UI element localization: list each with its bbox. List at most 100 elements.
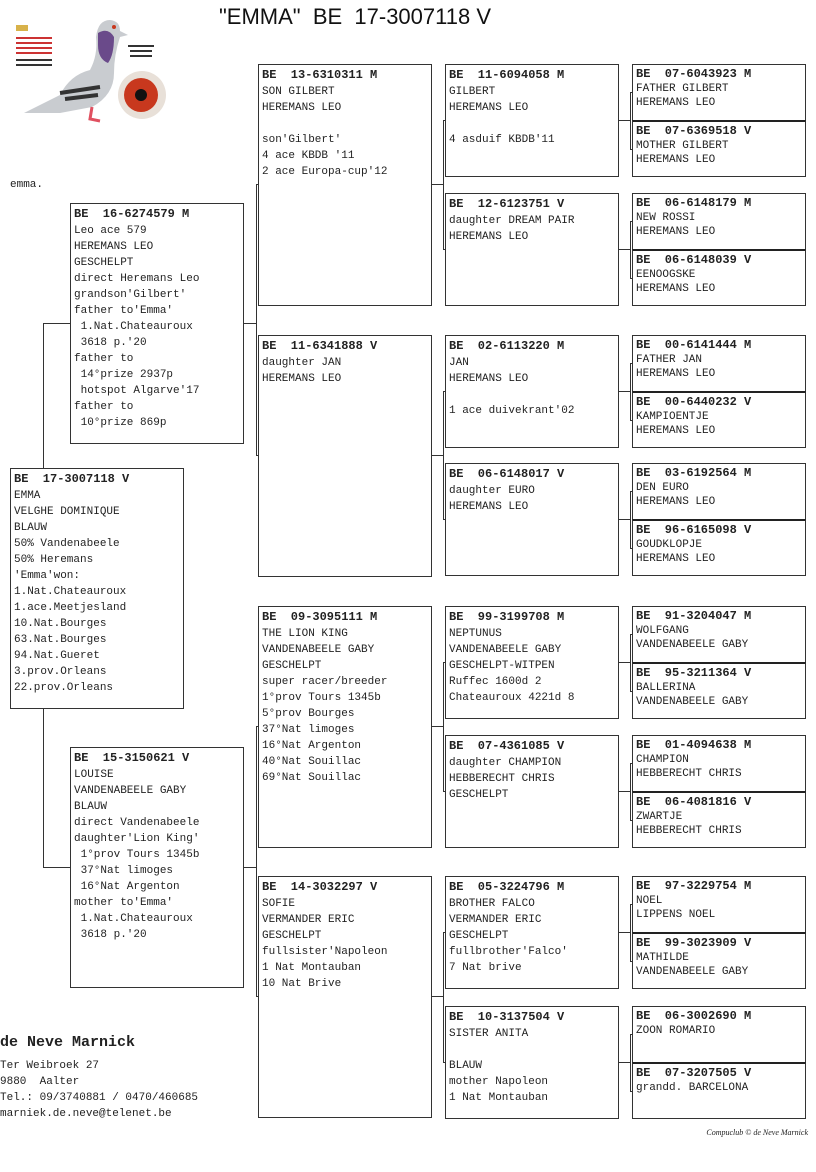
great-great-grandparent-box[interactable]: BE 97-3229754 M NOEL LIPPENS NOEL xyxy=(632,876,806,933)
pigeon-detail-line: 16°Nat Argenton xyxy=(74,881,180,893)
pigeon-detail-line: VELGHE DOMINIQUE xyxy=(14,506,120,518)
ring-number: BE 07-3207505 V xyxy=(636,1066,752,1080)
connector-line xyxy=(256,726,258,727)
great-great-grandparent-box[interactable]: BE 96-6165098 V GOUDKLOPJE HEREMANS LEO xyxy=(632,519,806,576)
connector-line xyxy=(43,323,70,324)
connector-line xyxy=(630,634,632,635)
pigeon-detail-line: HEREMANS LEO xyxy=(449,102,529,114)
connector-line xyxy=(431,726,443,727)
grandparent-box[interactable]: BE 14-3032297 V SOFIE VERMANDER ERIC GESCHE… xyxy=(258,876,432,1118)
pigeon-detail-line: HEREMANS LEO xyxy=(636,283,716,295)
great-great-grandparent-box[interactable]: BE 00-6141444 M FATHER JAN HEREMANS LEO xyxy=(632,335,806,392)
connector-line xyxy=(431,996,443,997)
connector-line xyxy=(443,519,445,520)
grandparent-box[interactable]: BE 09-3095111 M THE LION KING VANDENABEELE… xyxy=(258,606,432,848)
pigeon-detail-line: ZOON ROMARIO xyxy=(636,1025,716,1037)
grandparent-box[interactable]: BE 13-6310311 M SON GILBERT HEREMANS LEO so… xyxy=(258,64,432,306)
sire-box[interactable]: BE 16-6274579 M Leo ace 579 HEREMANS LEO GE… xyxy=(70,203,244,444)
pigeon-detail-line xyxy=(449,387,615,403)
pigeon-detail-line: father to xyxy=(74,401,134,413)
pigeon-detail-line: 10°prize 869p xyxy=(74,417,167,429)
great-great-grandparent-box[interactable]: BE 00-6440232 V KAMPIOENTJE HEREMANS LEO xyxy=(632,391,806,448)
great-great-grandparent-box[interactable]: BE 06-3002690 M ZOON ROMARIO xyxy=(632,1006,806,1063)
ring-number: BE 11-6341888 V xyxy=(262,339,378,353)
great-great-grandparent-box[interactable]: BE 06-6148179 M NEW ROSSI HEREMANS LEO xyxy=(632,193,806,250)
connector-line xyxy=(443,249,445,250)
ring-number: BE 00-6141444 M xyxy=(636,338,752,352)
connector-line xyxy=(630,904,632,905)
great-great-grandparent-box[interactable]: BE 07-3207505 V grandd. BARCELONA xyxy=(632,1062,806,1119)
connector-line xyxy=(630,1034,632,1035)
great-great-grandparent-box[interactable]: BE 95-3211364 V BALLERINA VANDENABEELE GAB… xyxy=(632,662,806,719)
ring-number: BE 01-4094638 M xyxy=(636,738,752,752)
connector-line xyxy=(256,455,258,456)
ring-number: BE 00-6440232 V xyxy=(636,395,752,409)
pigeon-detail-line: father to'Emma' xyxy=(74,305,174,317)
ring-number: BE 13-6310311 M xyxy=(262,68,378,82)
pigeon-detail-line: HEREMANS LEO xyxy=(636,553,716,565)
connector-line xyxy=(443,932,444,1062)
pigeon-detail-line: VANDENABEELE GABY xyxy=(636,966,749,978)
connector-line xyxy=(618,1062,630,1063)
pigeon-detail-line: HEREMANS LEO xyxy=(636,425,716,437)
owner-contact: Ter Weibroek 27 9880 Aalter Tel.: 09/374… xyxy=(0,1058,198,1122)
pigeon-detail-line: 3.prov.Orleans xyxy=(14,666,107,678)
pigeon-detail-line: 63.Nat.Bourges xyxy=(14,634,107,646)
great-grandparent-box[interactable]: BE 99-3199708 M NEPTUNUS VANDENABEELE GABY… xyxy=(445,606,619,719)
connector-line xyxy=(630,548,632,549)
pigeon-detail-line: HEREMANS LEO xyxy=(262,102,342,114)
pigeon-detail-line: KAMPIOENTJE xyxy=(636,411,709,423)
pigeon-detail-line: NOEL xyxy=(636,895,663,907)
connector-line xyxy=(630,1034,631,1091)
pigeon-detail-line: ZWARTJE xyxy=(636,811,683,823)
ring-number: BE 17-3007118 V xyxy=(14,472,130,486)
pigeon-detail-line: hotspot Algarve'17 xyxy=(74,385,200,397)
great-great-grandparent-box[interactable]: BE 06-4081816 V ZWARTJE HEBBERECHT CHRIS xyxy=(632,791,806,848)
pigeon-detail-line: fullsister'Napoleon xyxy=(262,946,388,958)
great-grandparent-box[interactable]: BE 06-6148017 V daughter EURO HEREMANS LEO xyxy=(445,463,619,576)
ring-number: BE 12-6123751 V xyxy=(449,197,565,211)
ring-number: BE 07-6369518 V xyxy=(636,124,752,138)
owner-phone: Tel.: 09/3740881 / 0470/460685 xyxy=(0,1092,199,1104)
great-grandparent-box[interactable]: BE 11-6094058 M GILBERT HEREMANS LEO 4 asdu… xyxy=(445,64,619,177)
great-great-grandparent-box[interactable]: BE 07-6043923 M FATHER GILBERT HEREMANS LE… xyxy=(632,64,806,121)
pigeon-detail-line: SOFIE xyxy=(262,898,296,910)
pigeon-detail-line: Chateauroux 4221d 8 xyxy=(449,692,575,704)
pigeon-detail-line: HEREMANS LEO xyxy=(449,501,529,513)
pigeon-detail-line: GILBERT xyxy=(449,86,496,98)
pigeon-detail-line: LIPPENS NOEL xyxy=(636,909,716,921)
great-great-grandparent-box[interactable]: BE 07-6369518 V MOTHER GILBERT HEREMANS LE… xyxy=(632,120,806,177)
subject-pigeon-box[interactable]: BE 17-3007118 V EMMA VELGHE DOMINIQUE BLAUW… xyxy=(10,468,184,709)
ring-number: BE 97-3229754 M xyxy=(636,879,752,893)
pigeon-detail-line: daughter DREAM PAIR xyxy=(449,215,575,227)
ring-number: BE 07-6043923 M xyxy=(636,67,752,81)
connector-line xyxy=(443,120,444,249)
eye-icon xyxy=(118,45,166,119)
pigeon-detail-line: GESCHELPT xyxy=(74,257,134,269)
great-great-grandparent-box[interactable]: BE 03-6192564 M DEN EURO HEREMANS LEO xyxy=(632,463,806,520)
grandparent-box[interactable]: BE 11-6341888 V daughter JAN HEREMANS LEO xyxy=(258,335,432,577)
great-grandparent-box[interactable]: BE 02-6113220 M JAN HEREMANS LEO 1 ace duiv… xyxy=(445,335,619,448)
pigeon-detail-line: GESCHELPT xyxy=(262,930,322,942)
great-great-grandparent-box[interactable]: BE 01-4094638 M CHAMPION HEBBERECHT CHRIS xyxy=(632,735,806,792)
connector-line xyxy=(630,904,631,961)
great-grandparent-box[interactable]: BE 05-3224796 M BROTHER FALCO VERMANDER ER… xyxy=(445,876,619,989)
pigeon-detail-line: FATHER GILBERT xyxy=(636,83,729,95)
owner-email[interactable]: marniek.de.neve@telenet.be xyxy=(0,1108,172,1120)
pigeon-icon xyxy=(24,20,128,123)
great-grandparent-box[interactable]: BE 12-6123751 V daughter DREAM PAIR HEREMA… xyxy=(445,193,619,306)
pigeon-detail-line: 14°prize 2937p xyxy=(74,369,174,381)
connector-line xyxy=(630,491,632,492)
great-great-grandparent-box[interactable]: BE 06-6148039 V EENOOGSKE HEREMANS LEO xyxy=(632,249,806,306)
pigeon-detail-line: HEREMANS LEO xyxy=(74,241,154,253)
great-grandparent-box[interactable]: BE 10-3137504 V SISTER ANITA BLAUW mother N… xyxy=(445,1006,619,1119)
great-great-grandparent-box[interactable]: BE 99-3023909 V MATHILDE VANDENABEELE GABY xyxy=(632,932,806,989)
great-grandparent-box[interactable]: BE 07-4361085 V daughter CHAMPION HEBBEREC… xyxy=(445,735,619,848)
great-great-grandparent-box[interactable]: BE 91-3204047 M WOLFGANG VANDENABEELE GABY xyxy=(632,606,806,663)
pigeon-detail-line: BROTHER FALCO xyxy=(449,898,535,910)
pigeon-detail-line: 1.Nat.Chateauroux xyxy=(74,913,193,925)
pigeon-detail-line: 2 ace Europa-cup'12 xyxy=(262,166,388,178)
connector-line xyxy=(256,726,257,996)
dam-box[interactable]: BE 15-3150621 V LOUISE VANDENABEELE GABY BL… xyxy=(70,747,244,988)
connector-line xyxy=(443,391,444,519)
